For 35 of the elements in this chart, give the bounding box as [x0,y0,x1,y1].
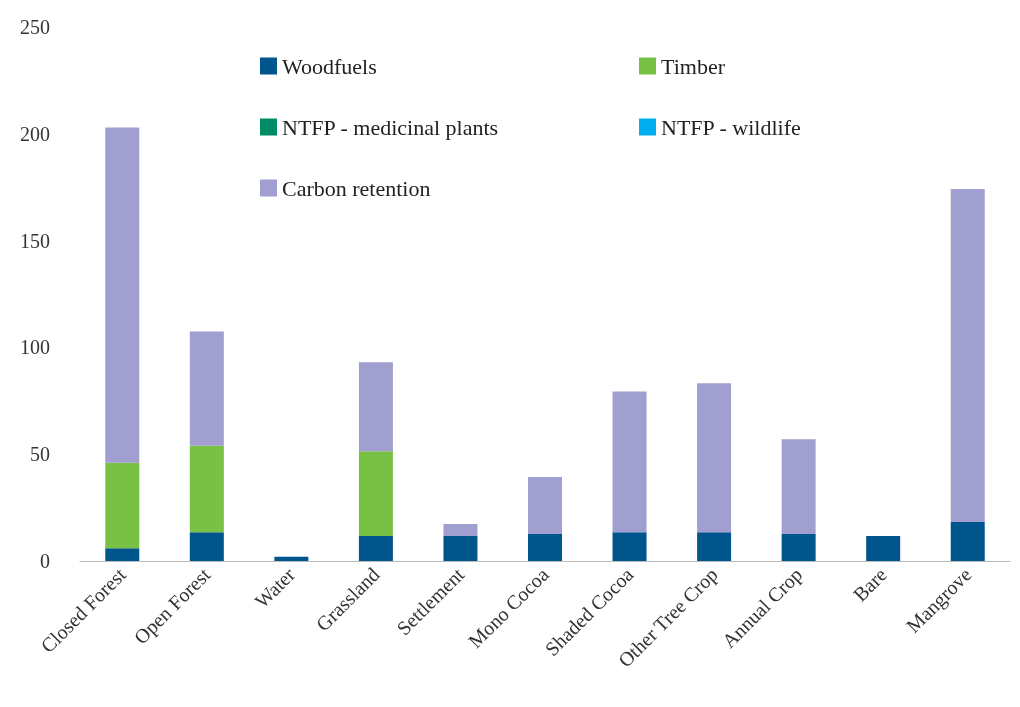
bar [105,462,140,549]
bar [697,383,732,533]
bar [189,532,224,561]
y-tick-label: 100 [20,336,50,359]
bar [274,556,309,561]
bar [358,451,393,537]
y-tick-label: 200 [20,122,50,145]
y-tick-label: 50 [30,443,50,466]
bar [189,445,224,533]
bar [950,188,985,523]
legend-label: NTFP - medicinal plants [282,114,499,140]
legend-label: Carbon retention [282,175,431,201]
bar [358,536,393,561]
bar [358,362,393,452]
legend-label: NTFP - wildlife [661,114,801,140]
legend-label: Timber [661,53,726,79]
legend-label: Woodfuels [282,53,377,79]
x-tick-label: Bare [848,563,892,606]
bar [105,548,140,561]
bar [866,536,901,561]
bar [950,522,985,561]
bar [612,532,647,561]
y-tick-label: 250 [20,16,50,38]
bar [189,331,224,446]
bar [612,391,647,533]
bar [528,477,562,535]
y-tick-label: 0 [40,550,50,572]
bar [697,532,732,561]
bar [443,524,478,537]
bar [528,534,562,561]
bar [781,534,816,561]
bar [781,439,816,535]
bar [443,536,478,561]
bar [105,127,140,463]
y-tick-label: 150 [20,229,50,252]
